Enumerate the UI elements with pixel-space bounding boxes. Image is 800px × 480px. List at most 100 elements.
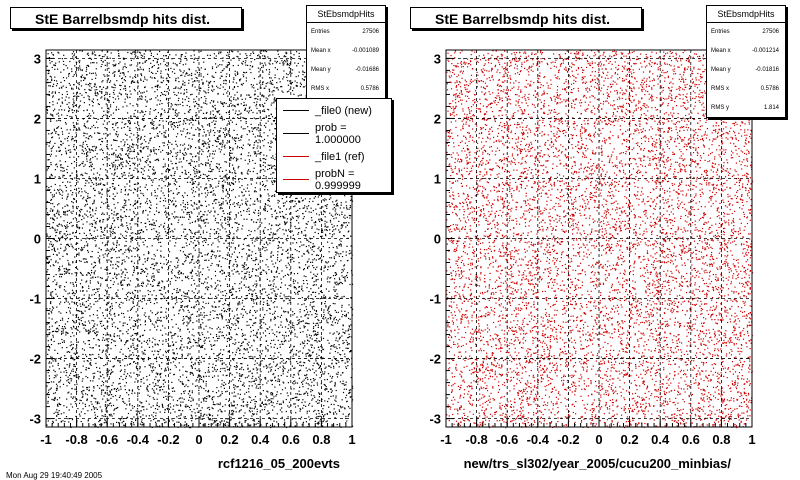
data-point bbox=[217, 228, 219, 230]
data-point bbox=[208, 123, 210, 125]
data-point bbox=[177, 125, 179, 127]
data-point bbox=[47, 188, 49, 190]
data-point bbox=[347, 312, 349, 314]
data-point bbox=[258, 54, 260, 56]
data-point bbox=[273, 346, 275, 348]
data-point bbox=[327, 339, 329, 341]
data-point bbox=[104, 245, 106, 247]
data-point bbox=[82, 396, 84, 398]
data-point bbox=[59, 149, 61, 151]
data-point bbox=[241, 277, 243, 279]
data-point bbox=[61, 189, 63, 191]
data-point bbox=[305, 234, 307, 236]
data-point bbox=[124, 322, 126, 324]
data-point bbox=[97, 257, 99, 259]
data-point bbox=[117, 127, 119, 129]
data-point bbox=[275, 395, 277, 397]
data-point bbox=[56, 409, 58, 411]
data-point bbox=[185, 63, 187, 65]
data-point bbox=[157, 80, 159, 82]
data-point bbox=[78, 402, 81, 404]
data-point bbox=[82, 150, 85, 152]
data-point bbox=[119, 395, 121, 397]
data-point bbox=[236, 404, 238, 406]
data-point bbox=[184, 390, 186, 392]
data-point bbox=[131, 236, 133, 238]
data-point bbox=[106, 269, 108, 271]
data-point bbox=[250, 319, 252, 321]
data-point bbox=[220, 422, 222, 424]
data-point bbox=[60, 376, 62, 379]
data-point bbox=[348, 214, 350, 217]
data-point bbox=[130, 150, 132, 152]
data-point bbox=[265, 395, 267, 397]
data-point bbox=[60, 166, 62, 168]
data-point bbox=[54, 92, 56, 94]
data-point bbox=[127, 112, 129, 114]
data-point bbox=[270, 146, 272, 148]
data-point bbox=[180, 74, 182, 77]
data-point bbox=[288, 401, 291, 403]
data-point bbox=[248, 356, 250, 358]
data-point bbox=[296, 323, 298, 326]
data-point bbox=[205, 278, 207, 280]
data-point bbox=[81, 250, 83, 252]
data-point bbox=[315, 358, 317, 360]
data-point bbox=[210, 129, 212, 131]
data-point bbox=[88, 176, 90, 178]
data-point bbox=[236, 366, 238, 368]
data-point bbox=[64, 323, 66, 325]
data-point bbox=[99, 419, 101, 421]
data-point bbox=[190, 306, 193, 308]
data-point bbox=[272, 133, 274, 135]
data-point bbox=[91, 182, 93, 184]
data-point bbox=[285, 51, 287, 53]
data-point bbox=[246, 297, 248, 299]
data-point bbox=[162, 127, 165, 129]
data-point bbox=[133, 298, 135, 300]
data-point bbox=[345, 388, 347, 390]
data-point bbox=[267, 296, 269, 298]
data-point bbox=[348, 392, 350, 394]
data-point bbox=[89, 233, 91, 235]
data-point bbox=[216, 328, 218, 330]
data-point bbox=[220, 167, 222, 169]
data-point bbox=[271, 79, 274, 81]
data-point bbox=[282, 215, 284, 217]
data-point bbox=[167, 88, 169, 90]
data-point bbox=[282, 276, 285, 278]
data-point bbox=[159, 411, 161, 413]
data-point bbox=[81, 311, 83, 313]
data-point bbox=[97, 235, 99, 237]
data-point bbox=[243, 194, 245, 196]
data-point bbox=[133, 188, 136, 190]
data-point bbox=[168, 115, 170, 117]
data-point bbox=[322, 231, 324, 233]
data-point bbox=[300, 361, 302, 363]
data-point bbox=[276, 335, 278, 338]
data-point bbox=[130, 239, 132, 241]
data-point bbox=[292, 217, 294, 219]
data-point bbox=[170, 332, 172, 334]
data-point bbox=[323, 415, 325, 417]
data-point bbox=[285, 265, 287, 267]
data-point bbox=[165, 234, 167, 237]
data-point bbox=[125, 245, 127, 247]
data-point bbox=[158, 379, 160, 381]
data-point bbox=[118, 69, 120, 71]
data-point bbox=[53, 369, 55, 371]
data-point bbox=[295, 393, 297, 395]
data-point bbox=[212, 408, 214, 410]
data-point bbox=[136, 233, 138, 235]
data-point bbox=[89, 223, 91, 225]
data-point bbox=[97, 338, 99, 341]
data-point bbox=[151, 414, 153, 416]
data-point bbox=[90, 169, 92, 171]
data-point bbox=[200, 412, 202, 414]
data-point bbox=[273, 239, 275, 241]
data-point bbox=[110, 144, 112, 146]
data-point bbox=[243, 265, 245, 267]
data-point bbox=[156, 302, 158, 304]
data-point bbox=[240, 112, 242, 114]
data-point bbox=[260, 300, 262, 302]
